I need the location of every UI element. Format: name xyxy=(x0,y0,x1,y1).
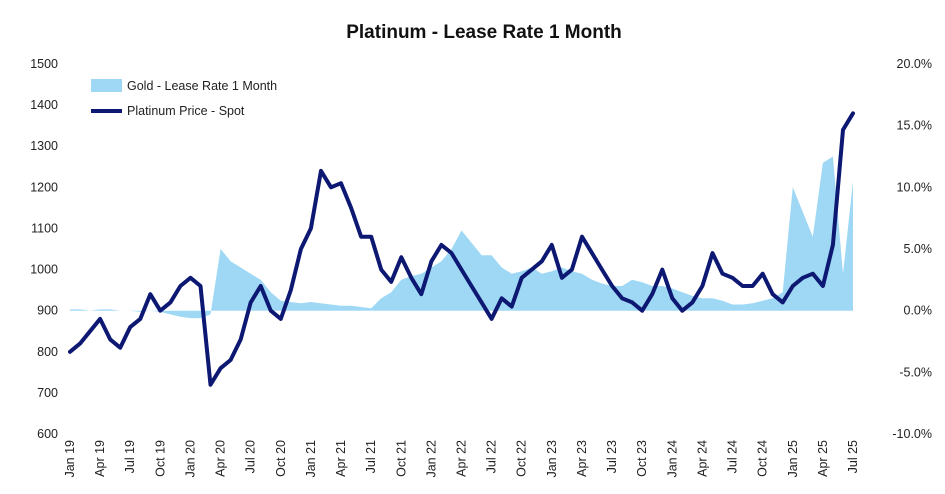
right-axis-tick-label: 10.0% xyxy=(897,180,932,194)
right-axis-ticks: -10.0% -5.0% 0.0% 5.0% 10.0% 15.0% 20.0% xyxy=(892,57,932,441)
left-axis-ticks: 600 700 800 900 1000 1100 1200 1300 1400 1500 xyxy=(30,57,58,441)
legend-swatch-area xyxy=(91,79,122,92)
x-axis-tick-label: Jul 20 xyxy=(244,440,258,473)
right-axis-tick-label: -10.0% xyxy=(892,427,932,441)
lease-rate-area-series xyxy=(70,156,853,319)
right-axis-tick-label: 0.0% xyxy=(904,304,933,318)
right-axis-tick-label: 20.0% xyxy=(897,57,932,71)
x-axis-ticks: Jan 19 Apr 19 Jul 19 Oct 19 Jan 20 Apr 20 Jul … xyxy=(63,440,860,478)
left-axis-tick-label: 1000 xyxy=(30,263,58,277)
left-axis-tick-label: 1400 xyxy=(30,98,58,112)
x-axis-tick-label: Jan 19 xyxy=(63,440,77,478)
x-axis-tick-label: Apr 23 xyxy=(575,440,589,477)
x-axis-tick-label: Jan 21 xyxy=(304,440,318,478)
x-axis-tick-label: Oct 20 xyxy=(274,440,288,477)
left-axis-tick-label: 600 xyxy=(37,427,58,441)
right-axis-tick-label: 15.0% xyxy=(897,119,932,133)
x-axis-tick-label: Jan 22 xyxy=(424,440,438,478)
x-axis-tick-label: Oct 19 xyxy=(153,440,167,477)
x-axis-tick-label: Oct 23 xyxy=(635,440,649,477)
x-axis-tick-label: Apr 21 xyxy=(334,440,348,477)
x-axis-tick-label: Jan 24 xyxy=(665,440,679,478)
chart-title: Platinum - Lease Rate 1 Month xyxy=(346,22,622,43)
legend: Gold - Lease Rate 1 Month Platinum Price… xyxy=(91,79,277,118)
x-axis-tick-label: Apr 19 xyxy=(93,440,107,477)
x-axis-tick-label: Jul 22 xyxy=(485,440,499,473)
left-axis-tick-label: 1300 xyxy=(30,139,58,153)
x-axis-tick-label: Oct 22 xyxy=(515,440,529,477)
x-axis-tick-label: Jul 24 xyxy=(726,440,740,473)
left-axis-tick-label: 1500 xyxy=(30,57,58,71)
x-axis-tick-label: Jul 23 xyxy=(605,440,619,473)
left-axis-tick-label: 1200 xyxy=(30,180,58,194)
x-axis-tick-label: Jul 21 xyxy=(364,440,378,473)
right-axis-tick-label: -5.0% xyxy=(899,365,932,379)
x-axis-tick-label: Oct 21 xyxy=(394,440,408,477)
left-axis-tick-label: 800 xyxy=(37,345,58,359)
x-axis-tick-label: Apr 25 xyxy=(816,440,830,477)
left-axis-tick-label: 700 xyxy=(37,386,58,400)
right-axis-tick-label: 5.0% xyxy=(904,242,933,256)
x-axis-tick-label: Jan 20 xyxy=(184,440,198,478)
platinum-price-line-series xyxy=(68,111,855,387)
x-axis-tick-label: Jan 23 xyxy=(545,440,559,478)
x-axis-tick-label: Apr 24 xyxy=(695,440,709,477)
x-axis-tick-label: Jul 19 xyxy=(123,440,137,473)
legend-label-line: Platinum Price - Spot xyxy=(127,104,245,118)
left-axis-tick-label: 1100 xyxy=(31,221,58,235)
x-axis-tick-label: Oct 24 xyxy=(756,440,770,477)
x-axis-tick-label: Apr 20 xyxy=(214,440,228,477)
x-axis-tick-label: Apr 22 xyxy=(455,440,469,477)
platinum-price-line xyxy=(68,111,855,387)
legend-label-area: Gold - Lease Rate 1 Month xyxy=(127,79,277,93)
x-axis-tick-label: Jan 25 xyxy=(786,440,800,478)
lease-rate-area xyxy=(70,156,853,319)
left-axis-tick-label: 900 xyxy=(37,304,58,318)
x-axis-tick-label: Jul 25 xyxy=(846,440,860,473)
